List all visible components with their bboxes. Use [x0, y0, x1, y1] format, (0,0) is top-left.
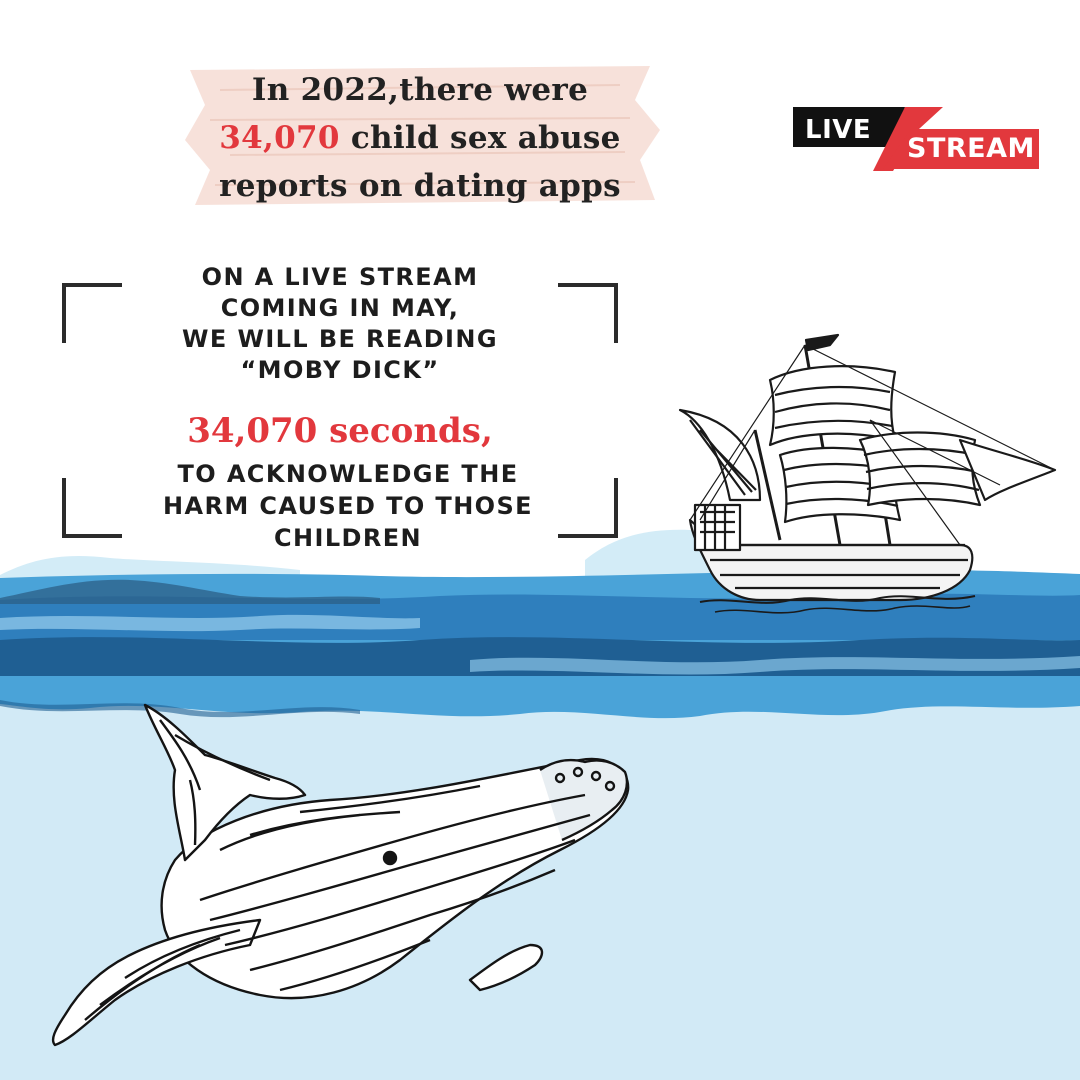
stream-label: STREAM — [907, 133, 1035, 164]
headline-line-2: 34,070 child sex abuse — [180, 114, 660, 162]
frame-corner-top-left — [62, 283, 122, 343]
frame-corner-top-right — [558, 283, 618, 343]
announcement-line-3: WE WILL BE READING — [182, 325, 498, 353]
acknowledge-line-1: TO ACKNOWLEDGE THE — [177, 460, 519, 488]
frame-corner-bottom-left — [62, 478, 122, 538]
live-stream-badge: LIVE STREAM — [793, 107, 1043, 171]
acknowledge-line-3: CHILDREN — [273, 524, 422, 552]
headline-block: In 2022,there were 34,070 child sex abus… — [180, 60, 660, 210]
live-label: LIVE — [805, 115, 872, 145]
acknowledge-text: TO ACKNOWLEDGE THE HARM CAUSED TO THOSE … — [138, 458, 558, 554]
acknowledge-line-2: HARM CAUSED TO THOSE — [163, 492, 533, 520]
headline-number: 34,070 — [219, 120, 340, 156]
paper-tape-background — [185, 66, 660, 205]
headline-line-3: reports on dating apps — [219, 168, 621, 204]
headline-line-2-rest: child sex abuse — [339, 120, 621, 156]
headline-line-1: In 2022,there were — [251, 72, 589, 108]
announcement-line-4: “MOBY DICK” — [240, 356, 440, 384]
announcement-line-2: COMING IN MAY, — [220, 294, 460, 322]
live-badge-shapes — [793, 107, 1039, 171]
headline-text: In 2022,there were 34,070 child sex abus… — [180, 66, 660, 210]
announcement-line-1: ON A LIVE STREAM — [201, 263, 479, 291]
frame-corner-bottom-right — [558, 478, 618, 538]
duration-text: 34,070 seconds, — [187, 411, 493, 451]
announcement-text: ON A LIVE STREAM COMING IN MAY, WE WILL … — [130, 262, 550, 386]
